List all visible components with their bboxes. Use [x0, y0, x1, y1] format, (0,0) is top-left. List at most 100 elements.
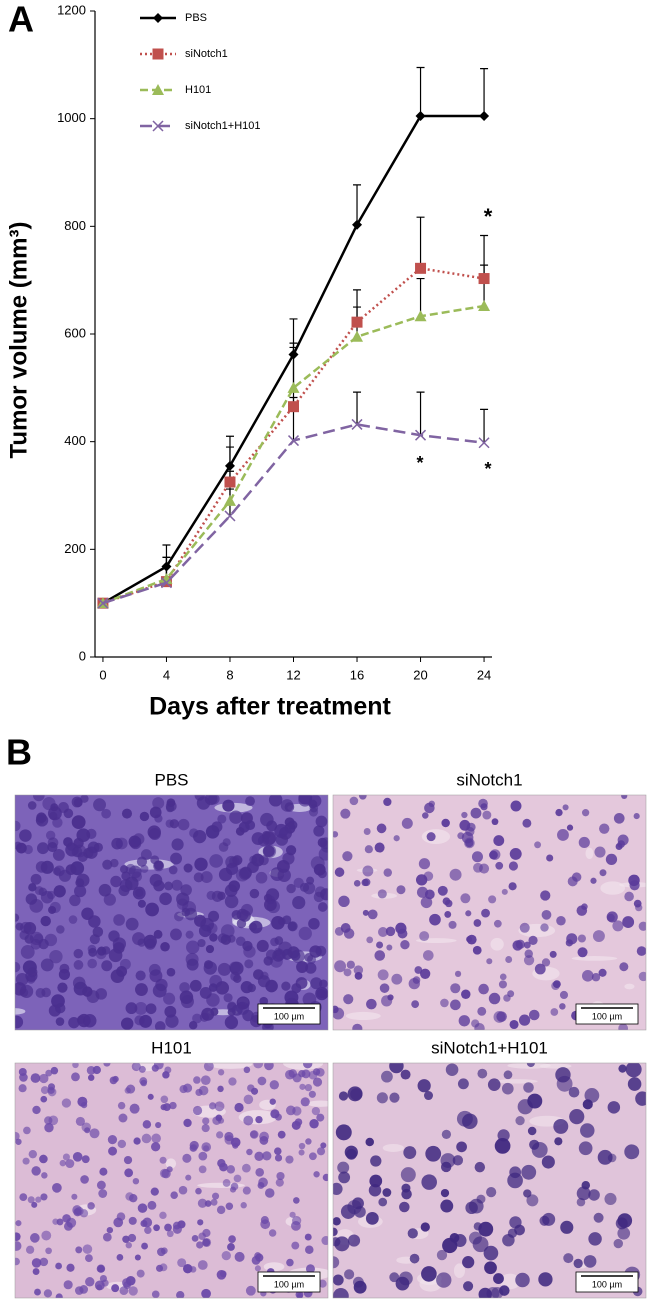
nucleus	[295, 1290, 304, 1298]
nucleus	[76, 873, 90, 887]
series-line	[102, 423, 485, 605]
nucleus	[320, 1142, 327, 1149]
nucleus	[177, 818, 190, 831]
nucleus	[118, 1113, 128, 1123]
nucleus	[292, 896, 306, 910]
nucleus	[76, 828, 91, 843]
nucleus	[44, 933, 58, 947]
nucleus	[170, 852, 183, 865]
nucleus	[81, 1155, 90, 1164]
nucleus	[80, 1175, 89, 1184]
nucleus	[483, 1245, 499, 1261]
nucleus	[31, 1201, 38, 1208]
nucleus	[125, 876, 139, 891]
nucleus	[234, 1251, 245, 1262]
nucleus	[576, 905, 588, 916]
tissue-gap	[307, 1100, 328, 1107]
nucleus	[563, 1253, 574, 1264]
nucleus	[352, 1276, 364, 1288]
nucleus	[97, 1265, 105, 1273]
nucleus	[389, 1063, 404, 1074]
nucleus	[531, 1141, 548, 1158]
nucleus	[203, 1145, 210, 1152]
annotation: *	[416, 453, 423, 473]
tissue-gap	[571, 956, 618, 961]
nucleus	[559, 990, 569, 1000]
nucleus	[22, 960, 37, 975]
marker	[287, 381, 300, 393]
nucleus	[153, 1224, 160, 1232]
nucleus	[617, 1226, 631, 1240]
nucleus	[453, 1234, 467, 1247]
nucleus	[624, 891, 634, 902]
nucleus	[205, 944, 215, 954]
nucleus	[224, 1135, 234, 1145]
nucleus	[588, 1232, 602, 1246]
nucleus	[539, 1215, 550, 1226]
nucleus	[275, 1178, 284, 1187]
nucleus	[450, 983, 461, 994]
nucleus	[421, 1266, 437, 1282]
histology-image	[15, 795, 328, 1030]
nucleus	[40, 1086, 49, 1095]
nucleus	[633, 899, 642, 908]
nucleus	[461, 811, 468, 819]
nucleus	[135, 983, 148, 996]
nucleus	[582, 1099, 593, 1110]
marker	[478, 273, 490, 285]
nucleus	[374, 842, 385, 853]
nucleus	[106, 1226, 114, 1234]
legend-marker	[152, 48, 164, 60]
nucleus	[556, 915, 566, 926]
nucleus	[264, 1063, 274, 1071]
nucleus	[309, 1152, 317, 1161]
nucleus	[581, 809, 590, 817]
nucleus	[205, 825, 220, 839]
nucleus	[286, 1258, 294, 1267]
nucleus	[262, 1151, 272, 1161]
x-axis-label: Days after treatment	[149, 693, 391, 721]
nucleus	[149, 969, 163, 983]
nucleus	[110, 875, 122, 888]
nucleus	[51, 994, 65, 1008]
marker	[224, 476, 236, 488]
nucleus	[365, 1137, 374, 1147]
nucleus	[73, 1208, 82, 1217]
x-tick-label: 4	[163, 667, 170, 682]
tissue-gap	[282, 1063, 324, 1070]
nucleus	[151, 1290, 160, 1298]
nucleus	[22, 1157, 30, 1165]
nucleus	[65, 864, 77, 876]
nucleus	[39, 1154, 48, 1164]
nucleus	[183, 1263, 193, 1274]
nucleus	[40, 958, 54, 972]
nucleus	[85, 1254, 93, 1263]
nucleus	[185, 1174, 192, 1181]
nucleus	[135, 970, 146, 981]
nucleus	[317, 902, 328, 912]
nucleus	[333, 1227, 338, 1237]
nucleus	[254, 1265, 261, 1272]
nucleus	[346, 960, 355, 969]
nucleus	[249, 920, 263, 934]
legend-label: H101	[185, 84, 211, 96]
nucleus	[47, 806, 62, 821]
nucleus	[347, 1086, 363, 1102]
nucleus	[42, 796, 56, 811]
nucleus	[534, 841, 542, 849]
nucleus	[456, 1141, 467, 1153]
nucleus	[128, 865, 142, 879]
nucleus	[116, 1254, 124, 1261]
nucleus	[15, 961, 21, 973]
nucleus	[538, 1272, 553, 1287]
nucleus	[569, 1109, 585, 1125]
nucleus	[195, 1187, 202, 1195]
nucleus	[304, 1083, 313, 1092]
nucleus	[195, 1088, 203, 1097]
tissue-gap	[165, 1158, 177, 1169]
nucleus	[125, 1275, 136, 1286]
nucleus	[315, 815, 328, 828]
nucleus	[298, 1142, 306, 1150]
y-tick-label: 1000	[57, 110, 86, 125]
nucleus	[62, 1153, 70, 1161]
